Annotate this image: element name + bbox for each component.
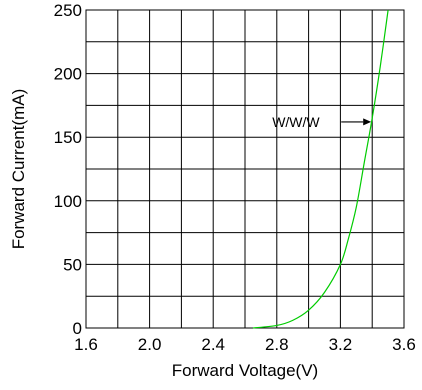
- y-tick-label: 100: [54, 192, 82, 211]
- grid-lines: [86, 10, 404, 328]
- x-tick-label: 2.0: [138, 335, 162, 354]
- annotation-label: W/W/W: [272, 114, 320, 130]
- series-line: [252, 9, 389, 329]
- x-tick-label: 3.2: [329, 335, 353, 354]
- annotation: W/W/W: [272, 114, 372, 130]
- x-tick-label: 1.6: [74, 335, 98, 354]
- x-tick-label: 2.4: [201, 335, 225, 354]
- y-tick-label: 150: [54, 128, 82, 147]
- x-tick-label: 2.8: [265, 335, 289, 354]
- y-tick-label: 250: [54, 1, 82, 20]
- series-layer: [252, 9, 389, 329]
- y-tick-label: 0: [73, 319, 82, 338]
- x-axis-title: Forward Voltage(V): [172, 361, 318, 380]
- annotation-arrow-head: [363, 118, 372, 126]
- x-tick-label: 3.6: [392, 335, 416, 354]
- plot-frame: [85, 9, 405, 329]
- y-tick-label: 50: [63, 255, 82, 274]
- y-tick-label: 200: [54, 65, 82, 84]
- tick-labels: 1.6 2.0 2.4 2.8 3.2 3.6 0 50 100 150 200 250: [54, 1, 416, 354]
- y-axis-title: Forward Current(mA): [9, 89, 28, 250]
